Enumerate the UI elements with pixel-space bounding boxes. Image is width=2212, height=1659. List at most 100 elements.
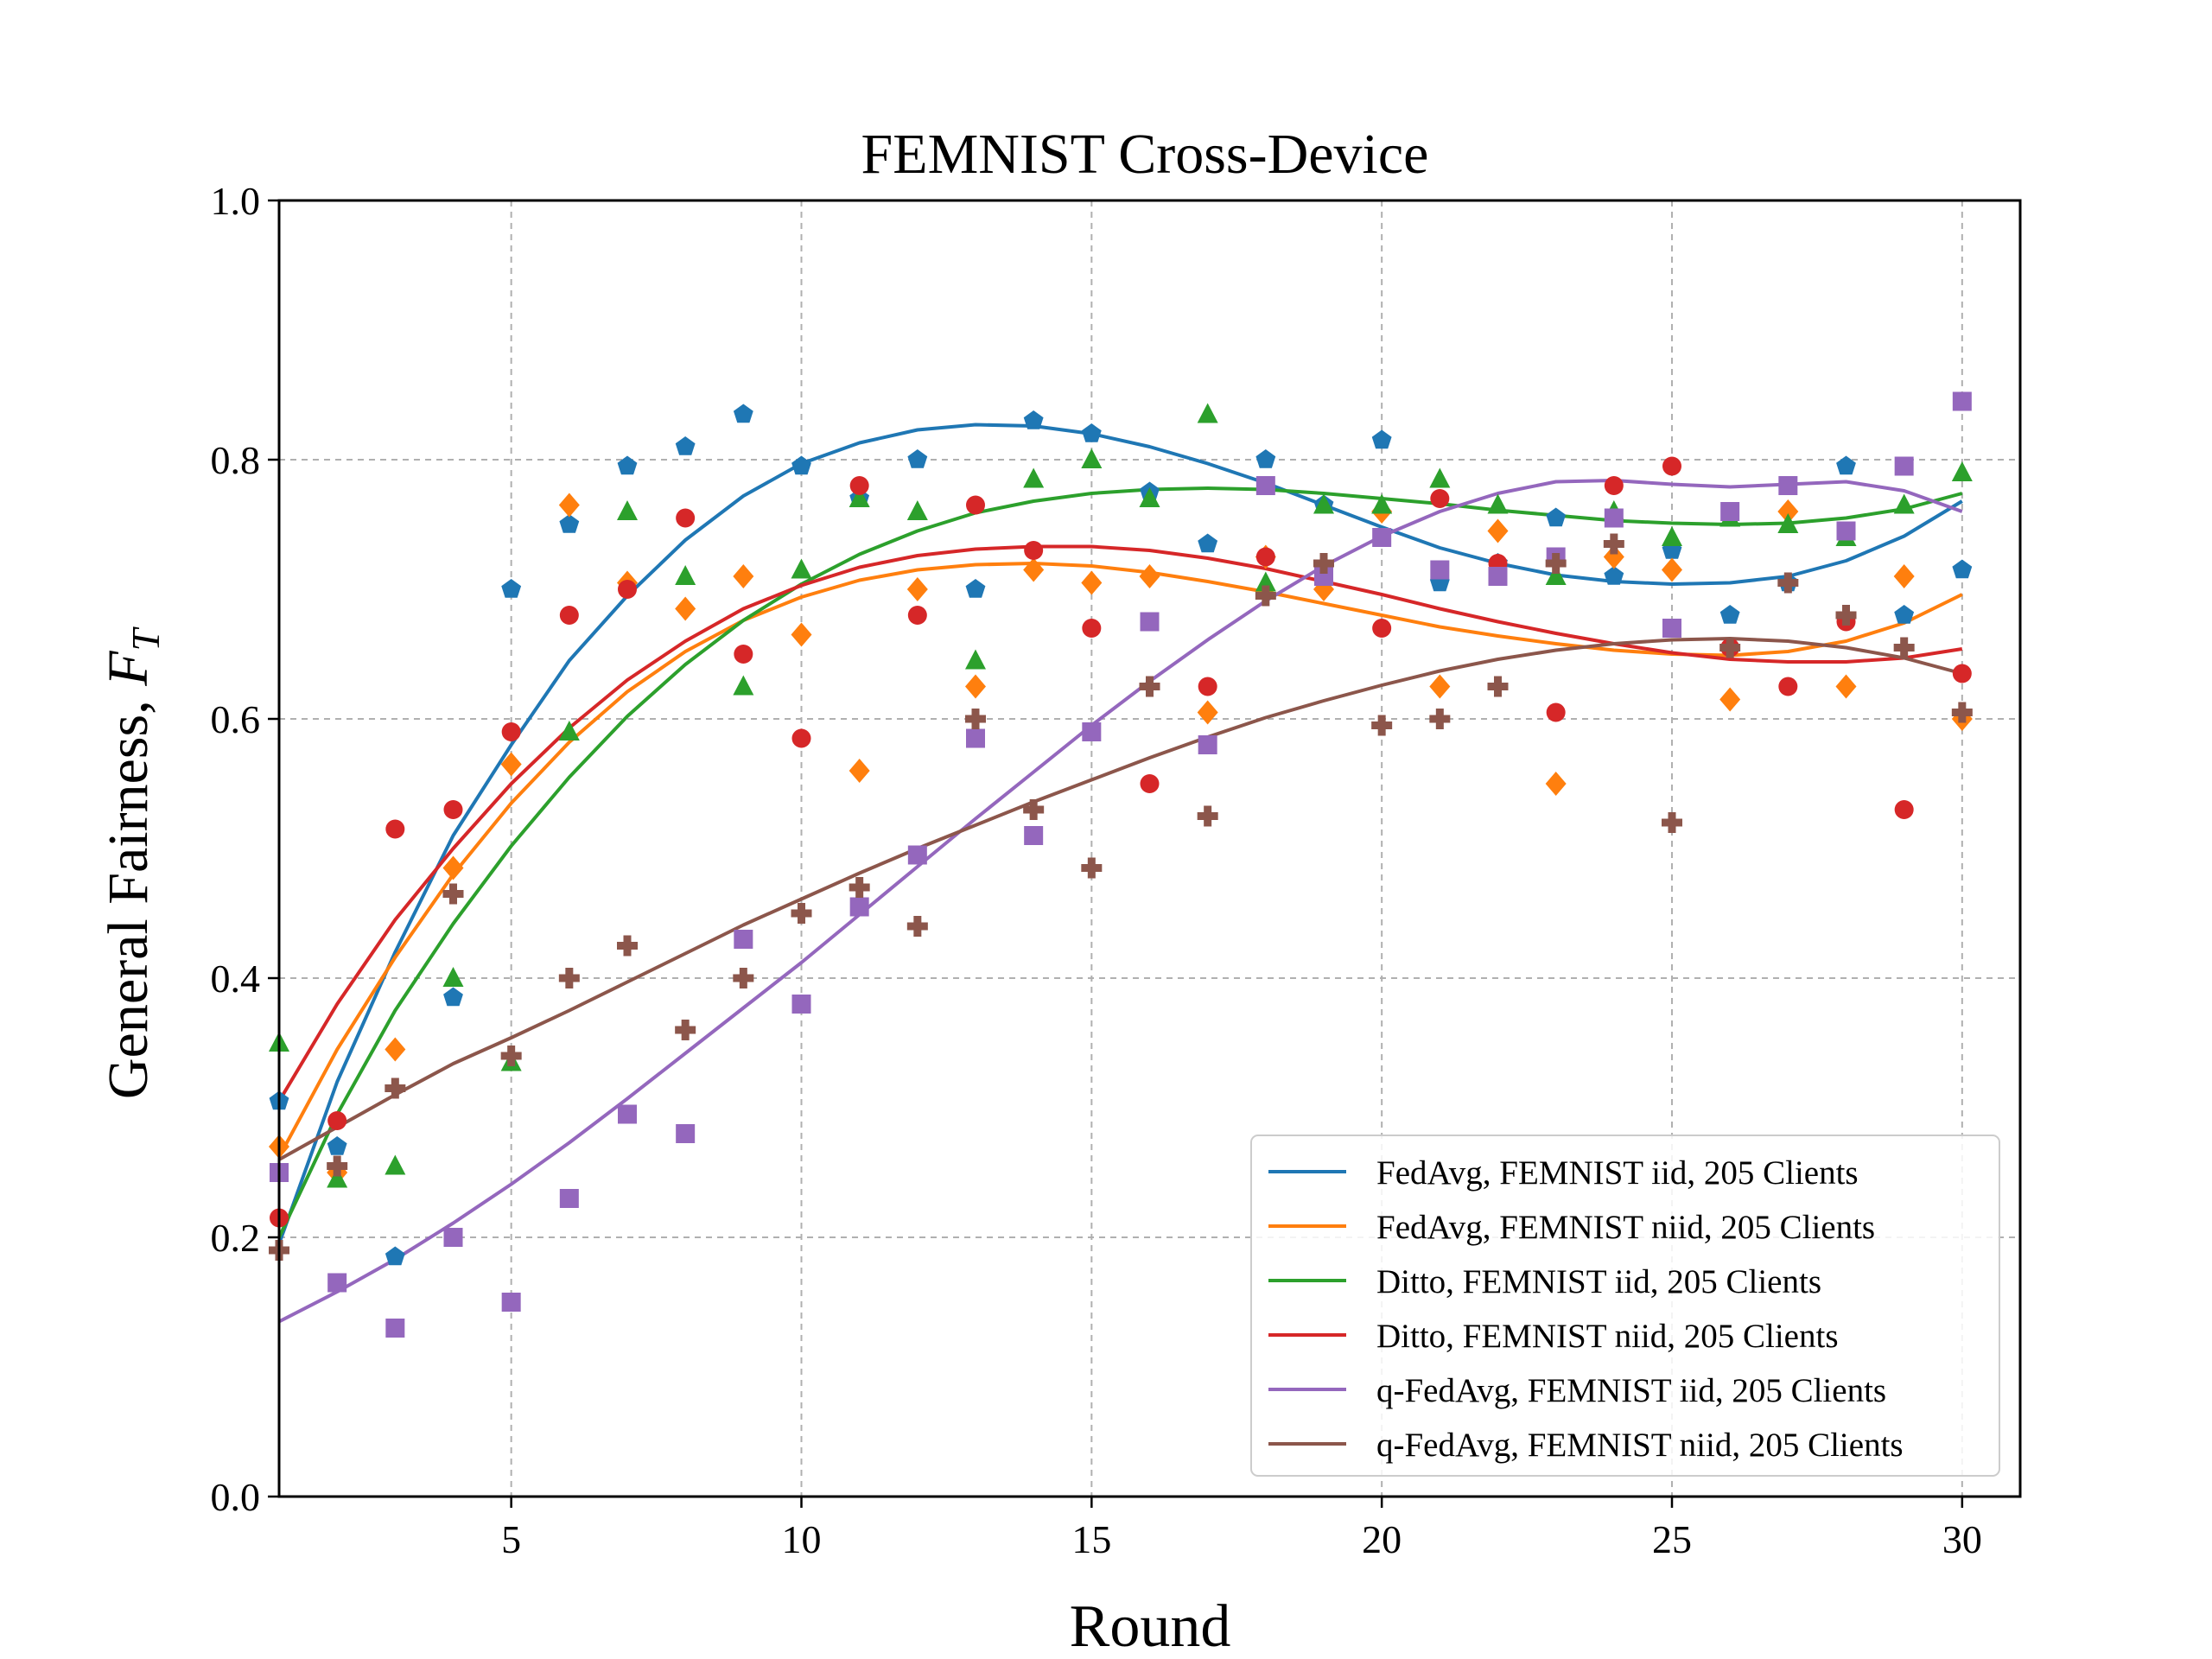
data-point-series-6 xyxy=(1662,812,1682,833)
fit-line-series-6 xyxy=(278,637,1963,1161)
legend-label: FedAvg, FEMNIST niid, 205 Clients xyxy=(1376,1209,1875,1246)
data-point-series-3 xyxy=(617,500,638,520)
data-point-series-3 xyxy=(733,675,754,696)
data-point-series-2 xyxy=(965,674,986,699)
legend-label: q-FedAvg, FEMNIST iid, 205 Clients xyxy=(1376,1372,1886,1409)
legend: FedAvg, FEMNIST iid, 205 Clients FedAvg, … xyxy=(1250,1135,2000,1477)
data-point-series-5 xyxy=(1198,735,1217,754)
data-point-series-4 xyxy=(791,728,811,748)
data-point-series-1 xyxy=(675,436,696,455)
fit-line-series-3 xyxy=(277,486,1963,1238)
data-point-series-6 xyxy=(1835,605,1857,626)
data-point-series-2 xyxy=(733,564,754,588)
data-point-series-2 xyxy=(1197,700,1218,725)
y-tick-label: 0.8 xyxy=(211,438,261,482)
data-point-series-2 xyxy=(791,622,812,647)
data-point-series-3 xyxy=(1893,493,1915,514)
data-point-series-2 xyxy=(1835,674,1857,699)
data-point-series-1 xyxy=(1604,566,1624,585)
x-tick-label: 15 xyxy=(1071,1517,1111,1561)
data-point-series-3 xyxy=(558,721,580,741)
data-point-series-5 xyxy=(1778,476,1798,495)
y-tick-label: 0.2 xyxy=(211,1216,261,1260)
data-point-series-5 xyxy=(1140,612,1160,632)
data-point-series-3 xyxy=(385,1154,406,1175)
data-point-series-2 xyxy=(1139,564,1160,588)
data-point-series-5 xyxy=(1430,560,1450,580)
data-point-series-4 xyxy=(1140,774,1160,793)
data-point-series-4 xyxy=(1082,619,1102,638)
data-point-series-1 xyxy=(1952,559,1973,579)
data-point-series-2 xyxy=(442,855,464,880)
data-point-series-6 xyxy=(558,968,580,988)
data-point-series-2 xyxy=(1893,564,1915,588)
data-point-series-6 xyxy=(1023,799,1045,820)
data-point-series-1 xyxy=(1894,605,1915,624)
data-point-series-4 xyxy=(1778,677,1798,696)
y-tick-label: 0.6 xyxy=(211,697,261,741)
data-point-series-5 xyxy=(1255,476,1275,495)
data-point-series-2 xyxy=(500,752,522,777)
data-point-series-5 xyxy=(559,1189,579,1208)
fit-line-series-4 xyxy=(277,544,1963,1103)
legend-box xyxy=(1250,1135,2000,1477)
data-point-series-5 xyxy=(1488,567,1508,586)
y-tick-label: 0.0 xyxy=(211,1475,261,1519)
data-point-series-5 xyxy=(1836,521,1856,541)
x-tick-label: 25 xyxy=(1652,1517,1692,1561)
data-point-series-3 xyxy=(1429,467,1451,488)
data-point-series-3 xyxy=(1951,461,1973,481)
legend-label: q-FedAvg, FEMNIST niid, 205 Clients xyxy=(1376,1427,1904,1464)
data-point-series-1 xyxy=(443,987,463,1007)
data-point-series-6 xyxy=(500,1046,522,1066)
data-point-series-2 xyxy=(1545,772,1567,796)
data-point-series-1 xyxy=(907,449,928,468)
data-point-series-1 xyxy=(733,404,753,423)
data-point-series-4 xyxy=(1198,677,1217,696)
data-point-series-5 xyxy=(1952,391,1972,411)
data-point-series-4 xyxy=(385,819,405,839)
data-point-series-1 xyxy=(1023,410,1044,429)
data-point-series-2 xyxy=(558,493,580,518)
data-point-series-5 xyxy=(966,728,985,748)
data-point-series-3 xyxy=(1197,403,1218,423)
data-point-series-6 xyxy=(849,877,870,898)
data-point-series-1 xyxy=(617,455,638,475)
data-point-series-6 xyxy=(1081,857,1103,879)
data-point-series-6 xyxy=(733,968,754,988)
data-point-series-6 xyxy=(1313,553,1334,574)
data-point-series-3 xyxy=(442,967,464,987)
data-point-series-4 xyxy=(501,722,521,741)
data-point-series-3 xyxy=(965,649,986,670)
data-point-series-4 xyxy=(1662,456,1681,476)
data-point-series-6 xyxy=(1719,637,1741,658)
data-point-series-6 xyxy=(1429,709,1451,729)
data-point-series-5 xyxy=(1604,508,1624,528)
fit-line-series-5 xyxy=(278,479,1963,1324)
x-tick-label: 10 xyxy=(782,1517,822,1561)
data-point-series-5 xyxy=(1314,567,1333,586)
data-point-series-6 xyxy=(906,916,928,937)
data-markers xyxy=(269,391,1973,1338)
data-point-series-6 xyxy=(1893,637,1915,658)
data-point-series-3 xyxy=(1545,565,1567,585)
fit-line-series-2 xyxy=(277,562,1963,1158)
y-axis-label-subscript: T xyxy=(124,626,168,651)
data-point-series-1 xyxy=(965,579,986,598)
data-point-series-4 xyxy=(443,800,463,819)
data-point-series-2 xyxy=(385,1037,406,1062)
y-tick-label: 1.0 xyxy=(211,179,261,223)
data-point-series-4 xyxy=(1255,547,1275,567)
data-point-series-4 xyxy=(1024,541,1044,560)
data-point-series-1 xyxy=(385,1246,405,1266)
data-point-series-1 xyxy=(1198,533,1218,553)
data-point-series-5 xyxy=(1372,528,1392,547)
data-point-series-4 xyxy=(327,1111,347,1130)
y-tick-label: 0.4 xyxy=(211,957,261,1001)
data-point-series-3 xyxy=(1371,493,1393,514)
x-axis-label: Round xyxy=(1070,1593,1231,1659)
data-point-series-3 xyxy=(791,558,812,579)
data-point-series-5 xyxy=(1894,456,1914,476)
legend-label: FedAvg, FEMNIST iid, 205 Clients xyxy=(1376,1154,1859,1192)
data-point-series-4 xyxy=(849,476,869,495)
